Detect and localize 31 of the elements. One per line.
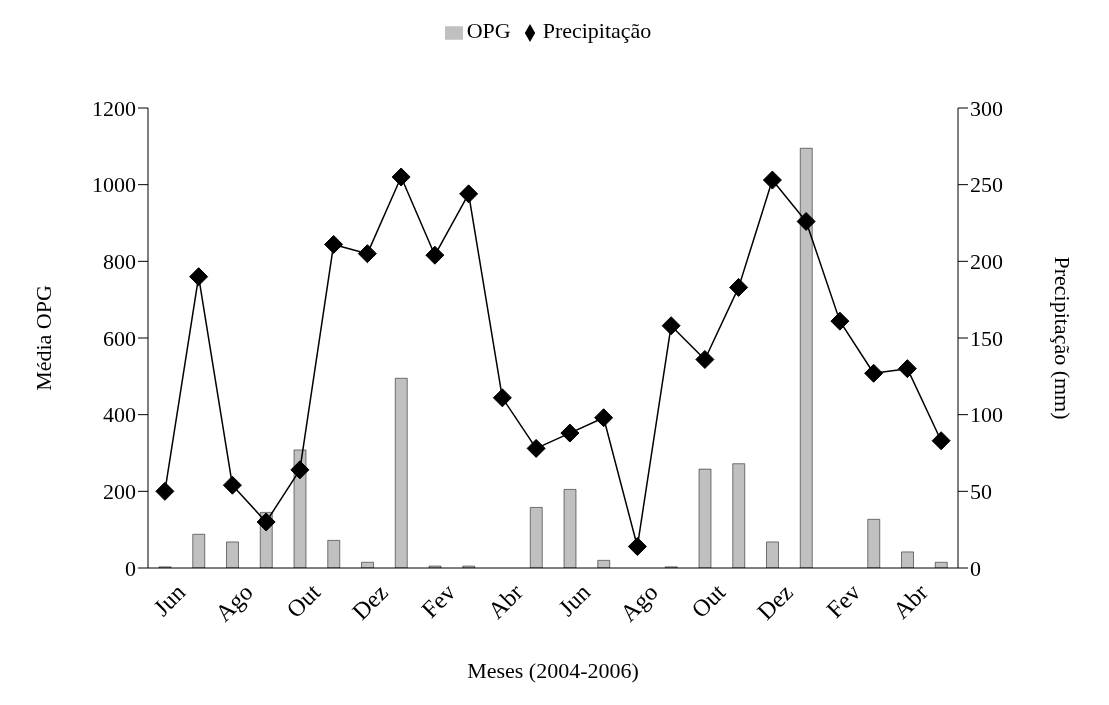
- y-tick-label: 600: [103, 325, 136, 351]
- legend-label: OPG: [466, 18, 511, 43]
- x-tick-label: Jun: [148, 579, 191, 621]
- x-axis-title: Meses (2004-2006): [467, 658, 639, 683]
- y-tick-label: 200: [103, 479, 136, 505]
- y2-tick-label: 250: [970, 172, 1003, 198]
- x-tick-label: Fev: [416, 579, 461, 623]
- x-tick-label: Ago: [615, 579, 663, 627]
- y-tick-label: 1000: [92, 172, 136, 198]
- x-tick-label: Jun: [553, 579, 596, 621]
- y-tick-label: 800: [103, 249, 136, 275]
- y2-axis-title: Precipitação (mm): [1050, 256, 1076, 420]
- y-axis-title: Média OPG: [30, 285, 56, 391]
- x-tick-label: Ago: [210, 579, 258, 627]
- y2-tick-label: 150: [970, 325, 1003, 351]
- x-tick-label: Fev: [821, 579, 866, 623]
- legend-label: Precipitação: [542, 18, 652, 43]
- x-tick-label: Out: [686, 578, 731, 623]
- y2-tick-label: 100: [970, 402, 1003, 428]
- x-tick-label: Abr: [483, 579, 528, 624]
- x-tick-label: Out: [281, 578, 326, 623]
- y2-tick-label: 200: [970, 249, 1003, 275]
- y-tick-label: 400: [103, 402, 136, 428]
- x-tick-label: Abr: [888, 579, 933, 624]
- y2-tick-label: 0: [970, 555, 981, 581]
- y-tick-label: 1200: [92, 95, 136, 121]
- y2-tick-label: 300: [970, 95, 1003, 121]
- y2-tick-label: 50: [970, 479, 992, 505]
- x-tick-label: Dez: [752, 579, 798, 625]
- y-tick-label: 0: [125, 555, 136, 581]
- x-tick-label: Dez: [347, 579, 393, 625]
